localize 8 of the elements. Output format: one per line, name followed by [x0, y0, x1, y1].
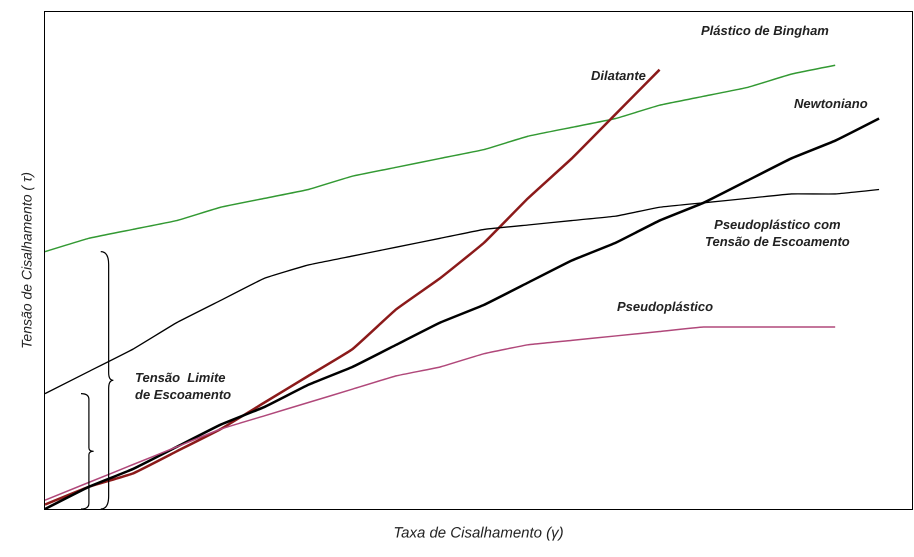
series-label: Dilatante	[591, 68, 646, 83]
x-axis-title: Taxa de Cisalhamento (γ)	[393, 524, 564, 542]
annotation: Tensão Limite de Escoamento	[135, 370, 232, 402]
series-label: Pseudoplástico com Tensão de Escoamento	[705, 217, 850, 249]
text: Plástico de Bingham	[701, 23, 830, 38]
series-label: Pseudoplástico	[617, 299, 714, 314]
y-axis-title: Tensão de Cisalhamento ( τ)	[18, 172, 35, 349]
series-label: Newtoniano	[794, 96, 868, 111]
